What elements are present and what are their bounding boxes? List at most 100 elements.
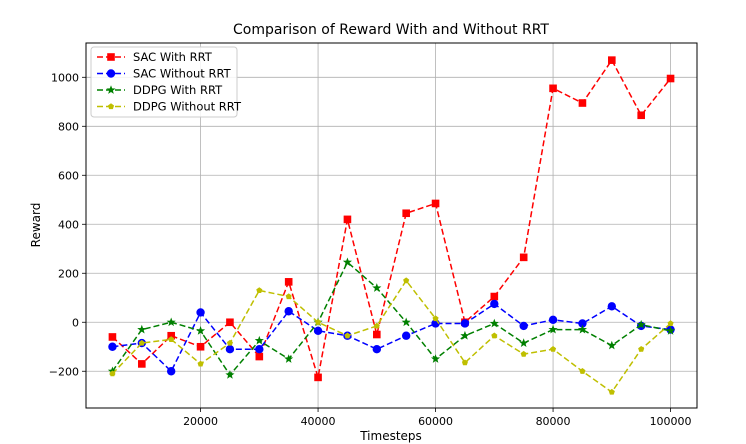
- data-point: [431, 199, 440, 208]
- data-point: [520, 350, 527, 357]
- legend-marker: [107, 53, 115, 61]
- data-point: [255, 345, 264, 354]
- data-point: [666, 326, 676, 335]
- data-point: [372, 283, 382, 292]
- series-2: [107, 257, 676, 379]
- data-point: [431, 354, 441, 363]
- data-point: [608, 388, 615, 395]
- data-point: [403, 277, 410, 284]
- data-point: [255, 352, 264, 361]
- x-tick-label: 80000: [536, 415, 571, 428]
- legend-marker: [106, 85, 116, 94]
- data-point: [315, 319, 322, 325]
- data-point: [313, 326, 323, 336]
- data-point: [196, 326, 206, 335]
- y-axis-label: Reward: [29, 203, 43, 248]
- data-point: [667, 320, 674, 327]
- plot-frame: [85, 42, 698, 409]
- legend-label: SAC With RRT: [133, 50, 213, 64]
- y-tick-label: 200: [58, 267, 79, 280]
- data-point: [519, 253, 528, 262]
- data-point: [314, 373, 322, 382]
- legend-label: DDPG Without RRT: [133, 100, 242, 114]
- data-point: [579, 368, 586, 374]
- legend-entry: DDPG Without RRT: [97, 100, 242, 114]
- x-tick-label: 60000: [418, 415, 453, 428]
- data-point: [284, 278, 293, 286]
- data-point: [284, 307, 293, 316]
- data-point: [372, 345, 382, 354]
- data-point: [460, 319, 470, 328]
- data-point: [168, 336, 175, 342]
- legend-entry: SAC With RRT: [97, 50, 213, 64]
- data-point: [166, 367, 176, 376]
- legend-entry: SAC Without RRT: [97, 67, 232, 81]
- data-point: [373, 322, 380, 329]
- data-point: [578, 99, 587, 107]
- data-point: [401, 331, 411, 340]
- y-tick-label: 400: [58, 218, 79, 231]
- series-line: [111, 261, 671, 377]
- y-tick-label: −200: [49, 365, 79, 378]
- y-tick-label: 600: [58, 169, 79, 182]
- data-point: [344, 332, 351, 339]
- data-point: [225, 345, 235, 354]
- data-point: [548, 324, 558, 334]
- data-point: [401, 317, 411, 327]
- legend-marker: [106, 69, 116, 78]
- legend-label: SAC Without RRT: [133, 67, 232, 81]
- data-point: [108, 333, 117, 341]
- y-tick-label: 0: [72, 316, 79, 329]
- data-point: [637, 111, 645, 120]
- data-point: [226, 339, 233, 346]
- data-point: [196, 342, 205, 351]
- x-tick-label: 20000: [183, 415, 218, 428]
- data-point: [166, 317, 176, 327]
- data-point: [167, 331, 175, 340]
- series-line: [111, 58, 672, 378]
- series-layer: [107, 56, 676, 395]
- data-point: [256, 287, 263, 293]
- data-point: [608, 56, 616, 64]
- ticks: 20000 40000 60000 80000 100000 −200 0 200 400 600…: [49, 71, 692, 428]
- data-point: [342, 257, 352, 267]
- data-point: [577, 324, 587, 334]
- x-axis-label: Timesteps: [359, 429, 422, 443]
- data-point: [109, 370, 116, 377]
- data-point: [550, 346, 557, 352]
- data-point: [460, 330, 470, 340]
- data-point: [343, 215, 352, 224]
- data-point: [226, 318, 234, 327]
- data-point: [137, 324, 147, 334]
- data-point: [490, 299, 499, 309]
- data-point: [607, 340, 617, 350]
- data-point: [666, 74, 675, 83]
- chart-title: Comparison of Reward With and Without RR…: [233, 22, 549, 38]
- data-point: [138, 360, 146, 368]
- series-1: [108, 299, 675, 376]
- data-point: [197, 360, 204, 367]
- data-point: [548, 315, 558, 325]
- legend-box: [90, 46, 238, 118]
- data-point: [519, 338, 529, 347]
- x-tick-label: 40000: [301, 415, 336, 428]
- data-point: [607, 302, 617, 311]
- legend-entry: DDPG With RRT: [97, 83, 223, 97]
- series-line: [112, 302, 671, 373]
- data-point: [284, 354, 294, 363]
- data-point: [490, 292, 499, 301]
- data-point: [196, 308, 205, 317]
- data-point: [549, 84, 557, 93]
- data-point: [108, 342, 117, 351]
- data-point: [285, 293, 292, 300]
- data-point: [138, 339, 145, 346]
- data-point: [638, 346, 645, 352]
- legend: SAC With RRT SAC Without RRT DDPG With RRT…: [90, 46, 242, 118]
- legend-marker: [107, 103, 115, 110]
- legend-label: DDPG With RRT: [133, 83, 223, 97]
- series-3: [109, 277, 674, 395]
- data-point: [254, 335, 264, 345]
- y-tick-label: 1000: [51, 71, 79, 84]
- data-point: [461, 359, 468, 366]
